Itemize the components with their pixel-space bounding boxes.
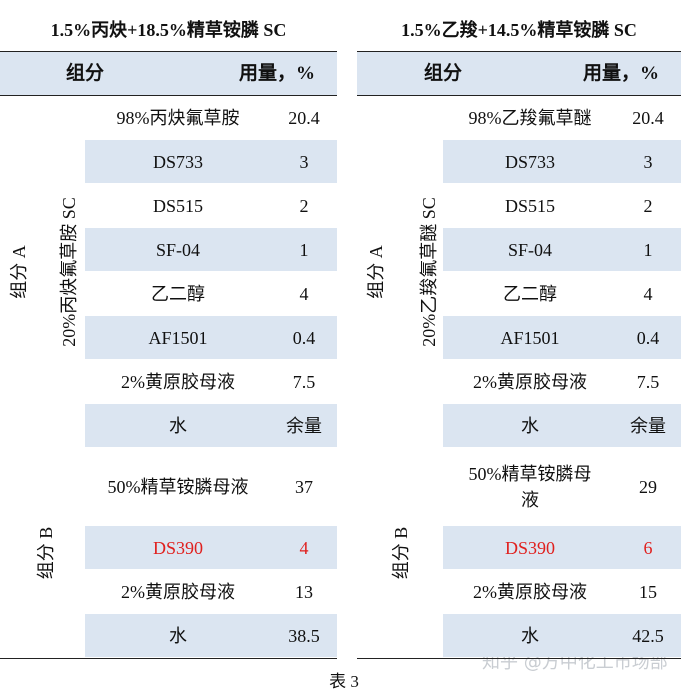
amount: 13	[295, 582, 313, 602]
amount: 7.5	[636, 372, 660, 392]
group-label: 组分 B	[391, 526, 411, 580]
amount: 1	[643, 240, 653, 260]
amount: 余量	[286, 416, 322, 436]
amount: 20.4	[288, 108, 320, 128]
group-label: 组分 A	[366, 245, 386, 299]
component-name: DS515	[504, 196, 555, 216]
amount: 2	[299, 196, 309, 216]
component-name: SF-04	[155, 240, 200, 260]
component-name: 2%黄原胶母液	[121, 582, 235, 602]
component-name: 98%乙羧氟草醚	[468, 108, 592, 128]
group-sublabel: 20%乙羧氟草醚 SC	[419, 197, 439, 347]
component-name: DS390	[504, 538, 555, 558]
amount: 余量	[630, 416, 666, 436]
amount: 4	[643, 284, 653, 304]
row-band	[443, 526, 681, 569]
bottom-rule	[357, 658, 681, 659]
amount: 4	[299, 284, 309, 304]
caption: 表 3	[329, 672, 359, 689]
amount: 2	[643, 196, 653, 216]
bottom-rule	[0, 658, 337, 659]
amount: 0.4	[636, 328, 660, 348]
row-band	[85, 614, 337, 657]
component-name: 98%丙炔氟草胺	[116, 108, 240, 128]
header-rule	[0, 51, 337, 52]
component-name: 50%精草铵膦母液	[468, 464, 592, 510]
header-band	[357, 52, 681, 95]
row-band	[85, 404, 337, 447]
component-name: 水	[169, 416, 187, 436]
row-band	[85, 228, 337, 271]
row-band	[85, 526, 337, 569]
component-name: 水	[521, 626, 539, 646]
header-cell: 组分	[423, 62, 462, 84]
row-band	[443, 404, 681, 447]
component-name: DS733	[504, 152, 555, 172]
header-rule	[0, 95, 337, 96]
row-band	[443, 316, 681, 359]
amount: 29	[639, 477, 657, 497]
component-name: AF1501	[500, 328, 560, 348]
component-name: DS515	[152, 196, 203, 216]
row-band	[443, 140, 681, 183]
component-name: 50%精草铵膦母液	[107, 477, 249, 497]
component-name: 乙二醇	[503, 284, 557, 304]
component-name: AF1501	[148, 328, 208, 348]
watermark: 知乎 @方中化工市场部	[482, 652, 668, 673]
header-cell: 用量，%	[238, 62, 315, 84]
amount: 38.5	[288, 626, 320, 646]
amount: 3	[299, 152, 309, 172]
header-rule	[357, 51, 681, 52]
component-name: 2%黄原胶母液	[121, 372, 235, 392]
component-name: 水	[169, 626, 187, 646]
row-band	[443, 228, 681, 271]
group-label: 组分 A	[9, 245, 29, 299]
header-cell: 组分	[65, 62, 104, 84]
component-name: DS390	[152, 538, 203, 558]
table-title: 1.5%丙炔+18.5%精草铵膦 SC	[50, 20, 287, 40]
row-band	[443, 614, 681, 657]
component-name: 2%黄原胶母液	[473, 582, 587, 602]
amount: 4	[299, 538, 309, 558]
table-title: 1.5%乙羧+14.5%精草铵膦 SC	[401, 20, 637, 40]
group-sublabel: 20%丙炔氟草胺 SC	[59, 197, 79, 347]
amount: 42.5	[632, 626, 664, 646]
row-band	[85, 140, 337, 183]
amount: 3	[643, 152, 653, 172]
group-label: 组分 B	[36, 526, 56, 580]
row-band	[85, 316, 337, 359]
header-cell: 用量，%	[582, 62, 659, 84]
amount: 1	[299, 240, 309, 260]
header-rule	[357, 95, 681, 96]
component-name: 2%黄原胶母液	[473, 372, 587, 392]
component-name: SF-04	[507, 240, 552, 260]
amount: 20.4	[632, 108, 664, 128]
amount: 0.4	[292, 328, 316, 348]
header-band	[0, 52, 337, 95]
amount: 15	[639, 582, 657, 602]
amount: 37	[295, 477, 313, 497]
component-name: 水	[521, 416, 539, 436]
component-name: DS733	[152, 152, 203, 172]
component-name: 乙二醇	[151, 284, 205, 304]
amount: 7.5	[292, 372, 316, 392]
amount: 6	[643, 538, 653, 558]
